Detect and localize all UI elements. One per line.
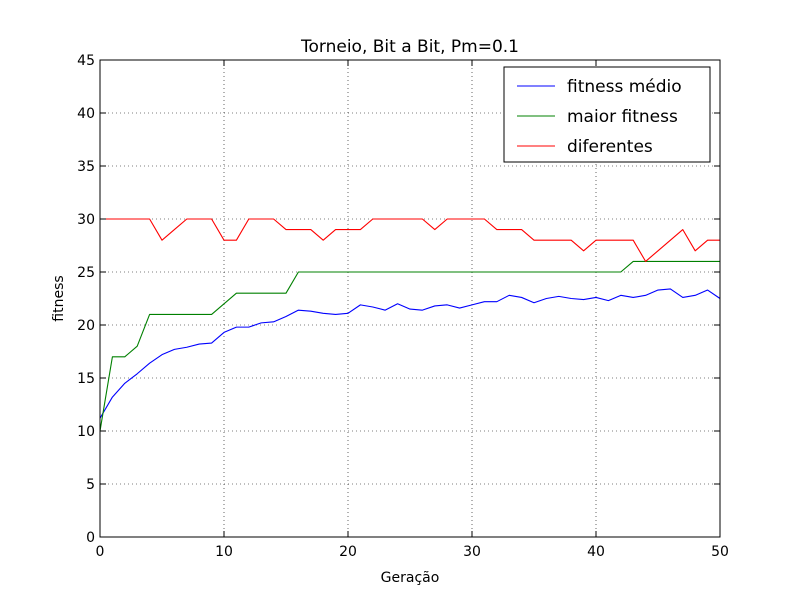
series-line-fitness-medio	[99, 288, 721, 419]
axis-ticks: 0 10 20 30 40 50 0 5 10 15 20 25 30 35 40 45	[77, 53, 729, 560]
chart-title: Torneio, Bit a Bit, Pm=0.1	[300, 37, 519, 57]
series-line-diferentes	[100, 218, 720, 262]
y-tick-label: 25	[77, 265, 95, 281]
x-tick-label: 0	[96, 544, 105, 560]
x-tick-label: 30	[463, 544, 481, 560]
legend: fitness médio maior fitness diferentes	[503, 66, 711, 163]
x-tick-label: 10	[215, 544, 233, 560]
x-tick-label: 20	[339, 544, 357, 560]
y-tick-label: 40	[77, 106, 95, 122]
legend-label-fitness-medio: fitness médio	[567, 77, 682, 97]
y-tick-label: 0	[86, 530, 95, 546]
x-tick-label: 50	[711, 544, 729, 560]
y-tick-label: 20	[77, 318, 95, 334]
y-tick-label: 10	[77, 424, 95, 440]
y-tick-label: 35	[77, 159, 95, 175]
y-tick-label: 45	[77, 53, 95, 69]
series-lines	[99, 218, 721, 432]
x-tick-label: 40	[587, 544, 605, 560]
y-tick-label: 5	[86, 477, 95, 493]
x-axis-label: Geração	[381, 570, 440, 586]
plot-frame	[99, 59, 721, 538]
legend-label-maior-fitness: maior fitness	[567, 107, 678, 127]
y-axis-label: fitness	[51, 275, 67, 321]
y-tick-label: 30	[77, 212, 95, 228]
y-tick-label: 15	[77, 371, 95, 387]
series-line-maior-fitness	[99, 260, 720, 432]
legend-label-diferentes: diferentes	[567, 137, 653, 157]
